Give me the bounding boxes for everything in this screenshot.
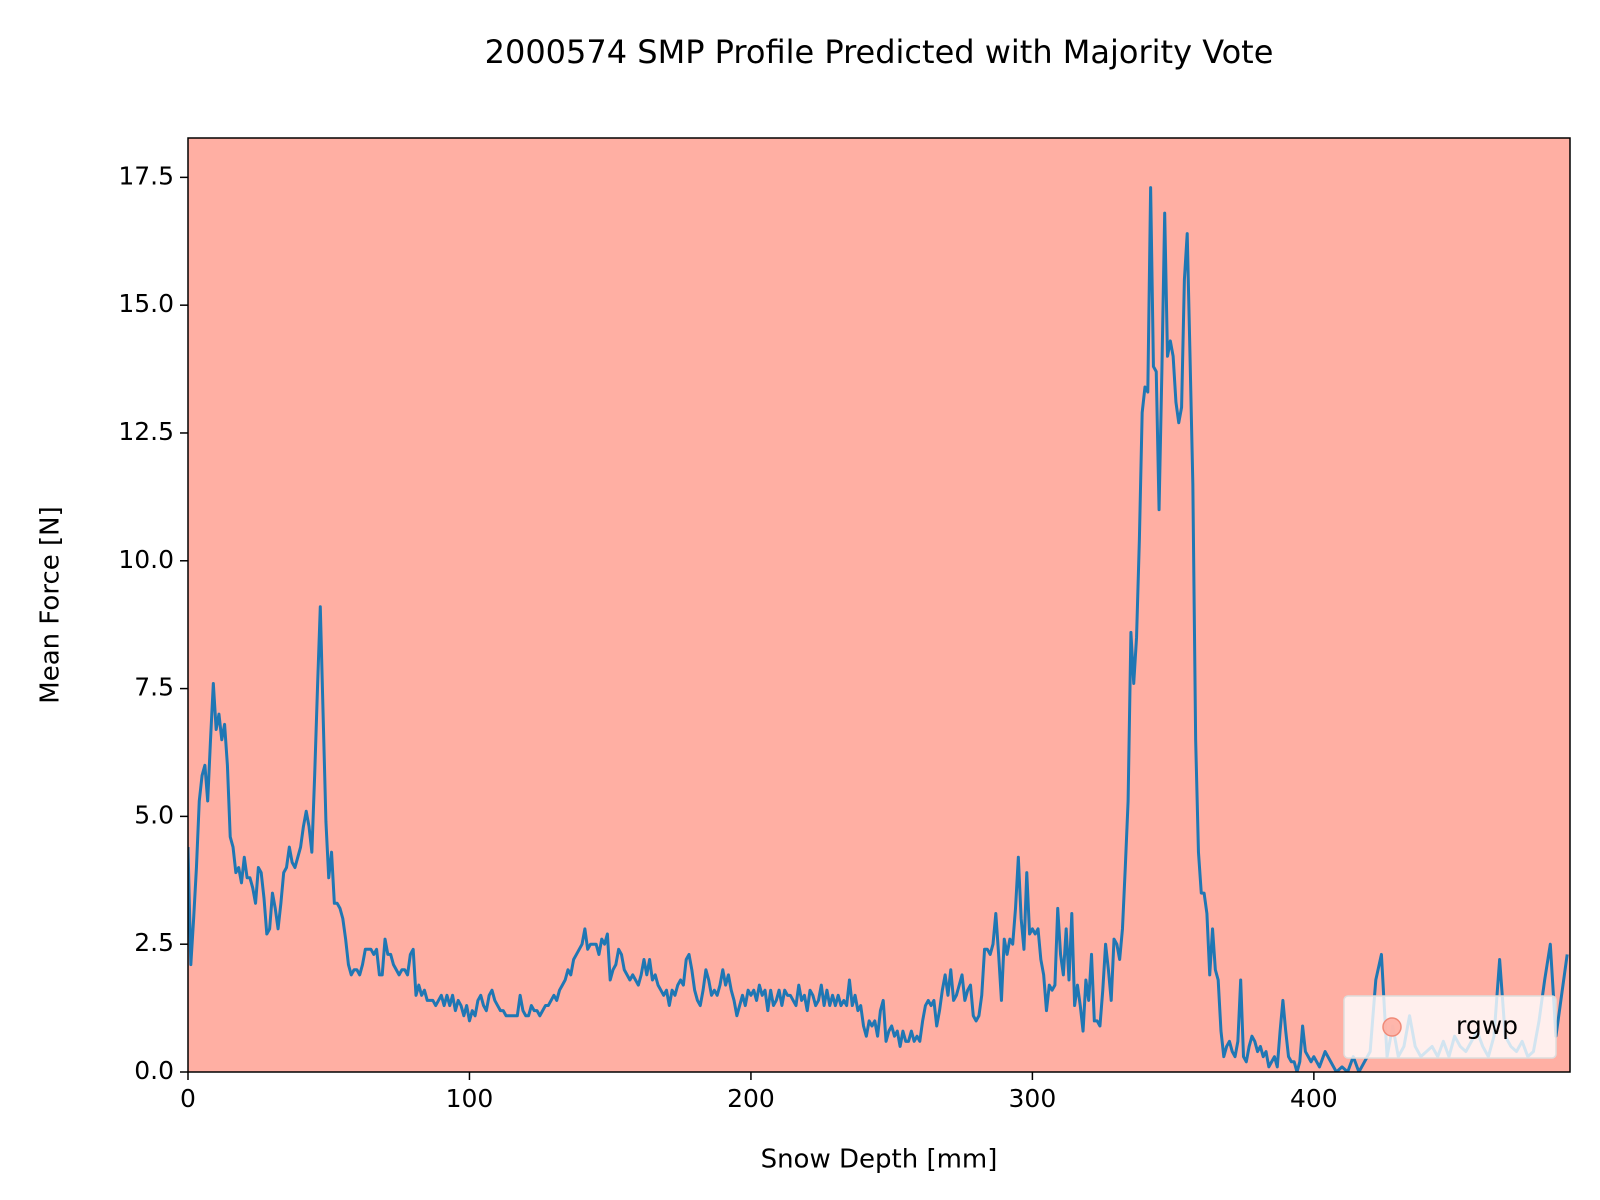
y-tick-label: 17.5 — [118, 161, 174, 190]
x-axis-label: Snow Depth [mm] — [761, 1145, 998, 1175]
chart-title: 2000574 SMP Profile Predicted with Major… — [485, 33, 1274, 71]
legend-box — [1343, 995, 1557, 1059]
legend-label: rgwp — [1456, 1011, 1518, 1040]
x-tick-label: 300 — [1009, 1084, 1057, 1113]
y-tick-label: 2.5 — [134, 928, 174, 957]
x-tick-label: 400 — [1290, 1084, 1338, 1113]
data-line — [188, 186, 1569, 1072]
y-tick-label: 10.0 — [118, 545, 174, 574]
legend-marker — [1382, 1017, 1402, 1037]
x-tick-label: 200 — [727, 1084, 775, 1113]
y-tick-label: 0.0 — [134, 1056, 174, 1085]
y-tick-label: 12.5 — [118, 417, 174, 446]
y-tick-label: 5.0 — [134, 800, 174, 829]
class-region — [188, 138, 1570, 1072]
y-axis-label: Mean Force [N] — [36, 506, 66, 703]
y-tick-label: 7.5 — [134, 673, 174, 702]
y-tick-label: 15.0 — [118, 289, 174, 318]
x-tick-label: 100 — [446, 1084, 494, 1113]
plot-frame — [187, 137, 1571, 1073]
x-tick-label: 0 — [180, 1084, 196, 1113]
